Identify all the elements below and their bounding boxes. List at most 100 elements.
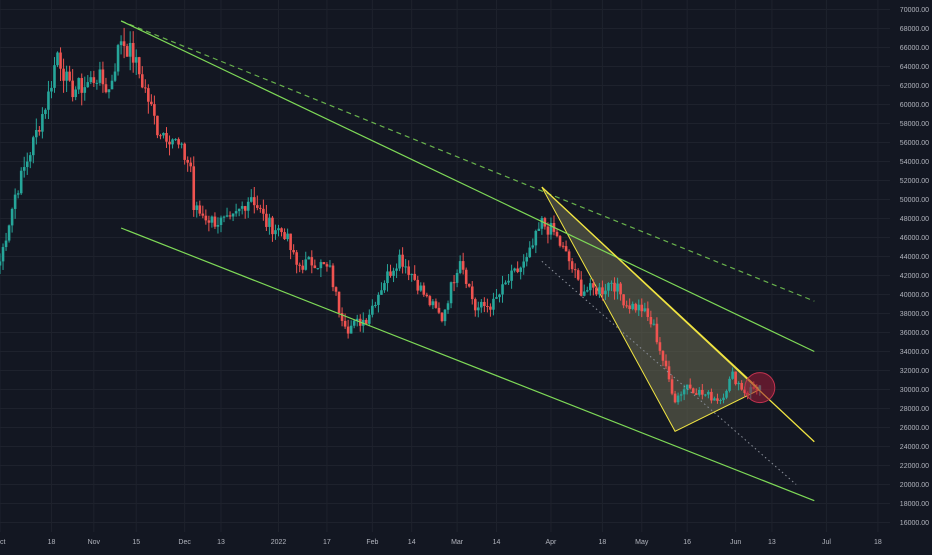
price-tick-label: 18000.00 — [900, 501, 929, 508]
candle-body — [607, 283, 610, 291]
time-axis[interactable]: Oct 18 Nov 15 Dec 13 2022 17 Feb 14 Mar 14 Apr 18 May 1… — [0, 539, 882, 546]
candle-body — [619, 283, 622, 295]
candle-body — [585, 290, 589, 292]
candle-body — [219, 217, 223, 225]
candle-body — [567, 251, 571, 262]
price-tick-label: 40000.00 — [900, 292, 929, 299]
candle-body — [207, 220, 211, 223]
candle-body — [59, 52, 62, 69]
candle-body — [743, 389, 746, 393]
candle-body — [307, 257, 311, 260]
candle-body — [137, 57, 141, 75]
candle-body — [664, 360, 668, 367]
candle-body — [156, 115, 159, 136]
candle-body — [676, 395, 680, 403]
time-tick-label: 2022 — [271, 539, 287, 546]
channel-upper-line — [120, 20, 815, 353]
price-tick-label: 42000.00 — [900, 273, 929, 280]
candle-body — [110, 80, 114, 90]
candle-body — [498, 294, 501, 298]
candle-body — [516, 268, 519, 272]
candle-body — [256, 205, 259, 208]
candle-body — [473, 299, 477, 311]
candle-body — [458, 261, 462, 273]
candle-body — [461, 261, 465, 270]
candle-body — [204, 215, 208, 221]
candle-body — [86, 82, 90, 88]
channel-lower-line — [120, 227, 815, 502]
candle-body — [483, 301, 486, 307]
candle-body — [377, 294, 380, 305]
candle-body — [431, 301, 435, 306]
candle-body — [277, 228, 280, 231]
price-tick-label: 22000.00 — [900, 463, 929, 470]
candle-body — [337, 291, 341, 313]
candle-body — [189, 162, 193, 167]
candle-body — [7, 225, 11, 241]
candle-body — [16, 193, 20, 195]
candle-body — [183, 143, 186, 160]
candle-body — [53, 65, 56, 88]
price-axis[interactable]: 16000.00 18000.00 20000.00 22000.00 24000.00… — [900, 7, 929, 527]
time-tick-label: 18 — [874, 539, 882, 546]
candle-body — [289, 233, 292, 251]
price-tick-label: 54000.00 — [900, 159, 929, 166]
candle-body — [310, 257, 314, 266]
candle-body — [410, 273, 414, 275]
candle-body — [386, 271, 389, 284]
candle-body — [558, 236, 562, 246]
candle-body — [349, 325, 353, 334]
candle-body — [425, 294, 429, 297]
price-tick-label: 16000.00 — [900, 520, 929, 527]
candle-body — [286, 233, 289, 240]
candle-body — [198, 205, 202, 214]
candle-body — [679, 394, 683, 396]
candle-body — [225, 215, 229, 217]
candle-body — [62, 68, 65, 81]
candle-body — [543, 218, 547, 227]
candle-body — [128, 42, 132, 57]
candle-body — [658, 342, 662, 351]
candle-body — [116, 45, 120, 72]
price-tick-label: 68000.00 — [900, 26, 929, 33]
time-tick-label: 16 — [683, 539, 691, 546]
candle-body — [734, 371, 737, 385]
candle-body — [77, 78, 81, 90]
candle-body — [740, 382, 743, 390]
candle-body — [153, 104, 156, 116]
candle-body — [446, 303, 450, 310]
candle-body — [725, 390, 728, 398]
candle-body — [246, 201, 250, 211]
candle-body — [731, 371, 734, 379]
price-tick-label: 20000.00 — [900, 482, 929, 489]
candle-body — [531, 245, 535, 248]
time-tick-label: Jun — [730, 539, 741, 546]
candle-body — [301, 265, 305, 270]
candle-body — [249, 197, 253, 202]
candle-body — [395, 268, 398, 271]
grid-layer — [0, 0, 890, 532]
candles-layer — [0, 27, 762, 405]
candle-body — [346, 326, 350, 334]
candle-body — [634, 303, 638, 311]
candle-body — [437, 307, 441, 313]
candle-body — [1, 247, 5, 262]
candle-body — [316, 268, 320, 270]
candle-body — [368, 314, 371, 324]
candle-body — [704, 394, 707, 396]
candle-body — [707, 391, 710, 395]
candle-body — [440, 312, 444, 322]
time-tick-label: 13 — [768, 539, 776, 546]
price-tick-label: 32000.00 — [900, 368, 929, 375]
candle-body — [661, 350, 665, 361]
candle-body — [613, 282, 616, 292]
candle-body — [283, 232, 286, 240]
candle-body — [716, 398, 719, 401]
price-tick-label: 62000.00 — [900, 83, 929, 90]
candle-body — [495, 297, 498, 299]
candle-body — [38, 130, 41, 132]
candle-body — [555, 231, 559, 237]
candle-body — [222, 216, 226, 218]
